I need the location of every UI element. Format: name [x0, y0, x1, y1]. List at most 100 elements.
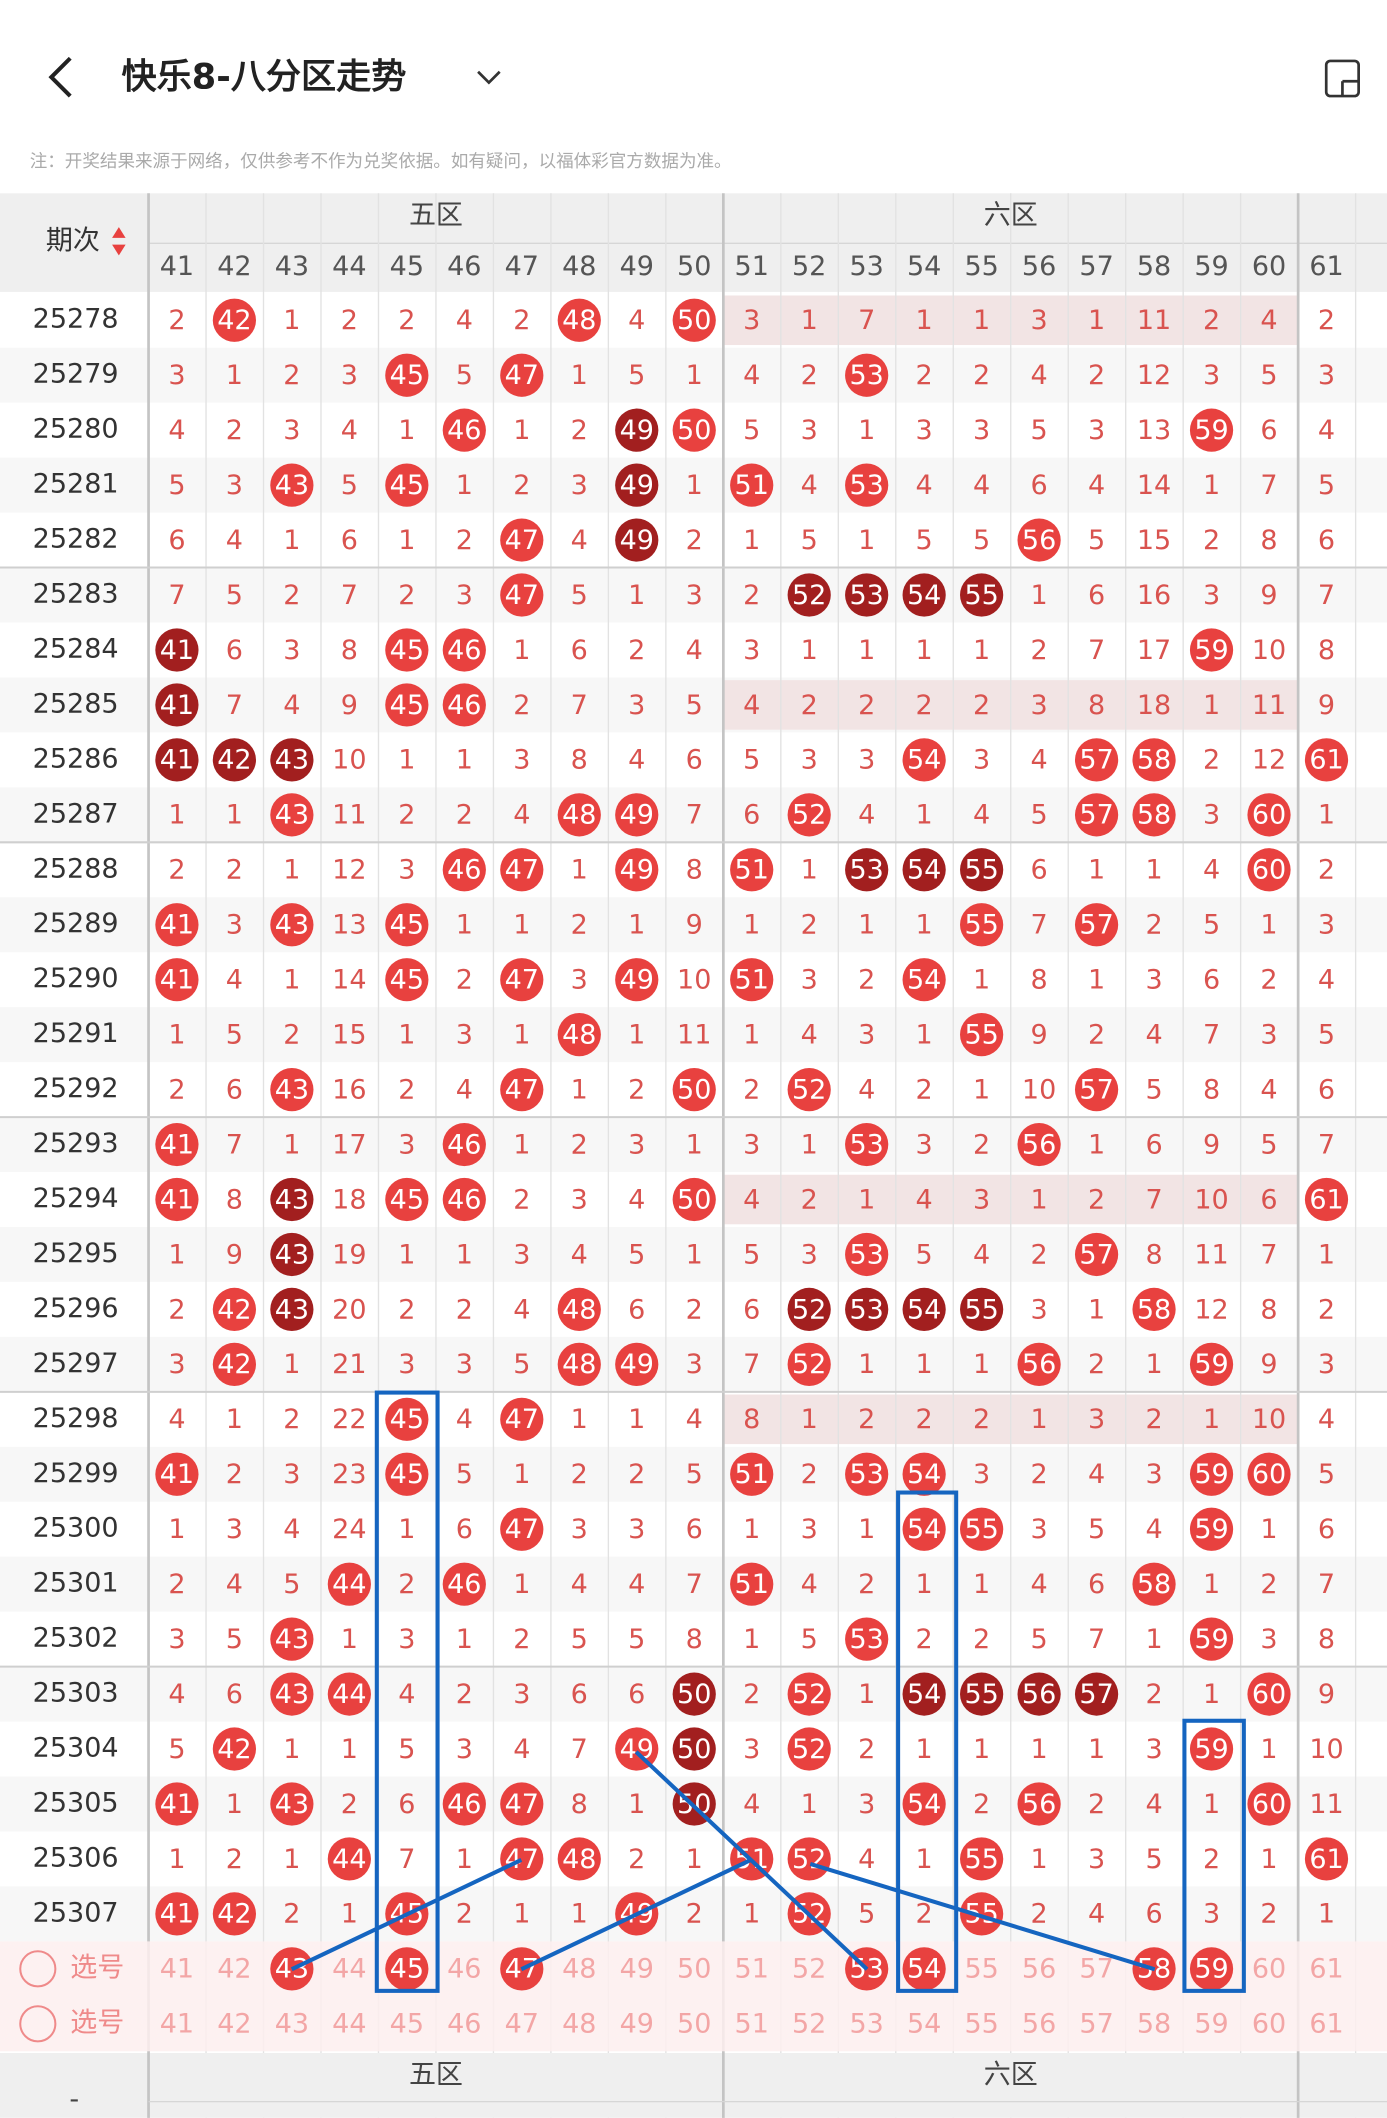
- select-number[interactable]: 54: [907, 1954, 941, 1985]
- select-number[interactable]: 51: [735, 2009, 769, 2040]
- omission-count: 1: [916, 1349, 933, 1380]
- ball: [615, 1342, 659, 1386]
- omission-count: 2: [456, 965, 473, 996]
- ball-number: 54: [907, 745, 941, 776]
- ball-number: 41: [160, 965, 194, 996]
- ball-number: 55: [964, 1844, 998, 1875]
- omission-count: 3: [1260, 1624, 1277, 1655]
- select-number[interactable]: 46: [447, 2009, 481, 2040]
- select-number[interactable]: 61: [1309, 2009, 1343, 2040]
- omission-count: 2: [168, 1294, 185, 1325]
- ball: [385, 1397, 429, 1441]
- ball-number: 51: [735, 965, 769, 996]
- select-number[interactable]: 44: [332, 2009, 366, 2040]
- omission-count: 4: [1088, 1899, 1105, 1930]
- back-button[interactable]: [48, 56, 72, 98]
- select-number[interactable]: 55: [964, 2009, 998, 2040]
- select-radio[interactable]: [19, 2005, 57, 2043]
- omission-count: 3: [1318, 910, 1335, 941]
- select-number[interactable]: 50: [677, 1954, 711, 1985]
- ball: [787, 793, 831, 837]
- ball-number: 51: [735, 1459, 769, 1490]
- select-number[interactable]: 47: [505, 2009, 539, 2040]
- select-number[interactable]: 53: [849, 2009, 883, 2040]
- omission-count: 1: [1260, 1734, 1277, 1765]
- ball-number: 43: [275, 1624, 309, 1655]
- select-number[interactable]: 59: [1194, 1954, 1228, 1985]
- omission-count: 5: [1203, 910, 1220, 941]
- select-number[interactable]: 57: [1079, 2009, 1113, 2040]
- omission-count: 2: [456, 1679, 473, 1710]
- ball-number: 57: [1079, 745, 1113, 776]
- omission-count: 3: [571, 965, 588, 996]
- select-label: 选号: [70, 1952, 124, 1983]
- omission-count: 7: [1145, 1184, 1162, 1215]
- select-number[interactable]: 52: [792, 1954, 826, 1985]
- omission-count: 1: [1318, 1899, 1335, 1930]
- ball: [155, 903, 199, 947]
- select-number[interactable]: 49: [620, 2009, 654, 2040]
- ball: [845, 848, 889, 892]
- select-number[interactable]: 44: [332, 1954, 366, 1985]
- period: 25305: [33, 1787, 119, 1818]
- select-number[interactable]: 61: [1309, 1954, 1343, 1985]
- omission-count: 3: [628, 1514, 645, 1545]
- omission-count: 1: [916, 1020, 933, 1051]
- select-number[interactable]: 58: [1137, 2009, 1171, 2040]
- select-number[interactable]: 50: [677, 2009, 711, 2040]
- dropdown[interactable]: [477, 70, 501, 85]
- ball: [1074, 793, 1119, 837]
- select-number[interactable]: 48: [562, 2009, 596, 2040]
- omission-count: 22: [332, 1404, 366, 1435]
- omission-count: 3: [858, 745, 875, 776]
- ball-number: 49: [620, 855, 654, 886]
- period: 25301: [33, 1568, 119, 1599]
- ball: [1017, 1782, 1061, 1826]
- select-number[interactable]: 41: [160, 2009, 194, 2040]
- select-number[interactable]: 41: [160, 1954, 194, 1985]
- ball-number: 46: [447, 1184, 481, 1215]
- select-number[interactable]: 46: [447, 1954, 481, 1985]
- select-number[interactable]: 57: [1079, 1954, 1113, 1985]
- row-bg: [0, 457, 1387, 513]
- select-number[interactable]: 51: [735, 1954, 769, 1985]
- omission-count: 1: [858, 415, 875, 446]
- select-radio[interactable]: [19, 1950, 57, 1988]
- select-number[interactable]: 49: [620, 1954, 654, 1985]
- select-number[interactable]: 45: [390, 1954, 424, 1985]
- rotate-icon[interactable]: [1324, 59, 1360, 98]
- omission-count: 1: [686, 1129, 703, 1160]
- omission-count: 2: [1203, 1844, 1220, 1875]
- omission-count: 6: [1318, 1514, 1335, 1545]
- ball-number: 52: [792, 1734, 826, 1765]
- select-number[interactable]: 45: [390, 2009, 424, 2040]
- ball: [212, 1342, 257, 1386]
- select-number[interactable]: 52: [792, 2009, 826, 2040]
- select-number[interactable]: 55: [964, 1954, 998, 1985]
- select-number[interactable]: 42: [217, 1954, 251, 1985]
- omission-count: 2: [628, 635, 645, 666]
- ball-number: 59: [1194, 1459, 1228, 1490]
- omission-count: 5: [1088, 525, 1105, 556]
- select-number[interactable]: 56: [1022, 1954, 1056, 1985]
- select-number[interactable]: 59: [1194, 2009, 1228, 2040]
- select-number[interactable]: 60: [1252, 1954, 1286, 1985]
- omission-count: 4: [513, 1294, 530, 1325]
- omission-count: 7: [1260, 470, 1277, 501]
- select-number[interactable]: 42: [217, 2009, 251, 2040]
- omission-count: 4: [571, 1569, 588, 1600]
- omission-count: 10: [677, 965, 711, 996]
- ball-number: 42: [217, 1734, 251, 1765]
- select-number[interactable]: 48: [562, 1954, 596, 1985]
- omission-count: 5: [226, 1020, 243, 1051]
- select-number[interactable]: 54: [907, 2009, 941, 2040]
- omission-count: 6: [1318, 1074, 1335, 1105]
- omission-count: 8: [341, 635, 358, 666]
- select-number[interactable]: 56: [1022, 2009, 1056, 2040]
- omission-count: 1: [973, 305, 990, 336]
- select-number[interactable]: 43: [275, 2009, 309, 2040]
- period: 25281: [33, 469, 119, 500]
- select-number[interactable]: 60: [1252, 2009, 1286, 2040]
- omission-count: 2: [283, 1020, 300, 1051]
- omission-count: 2: [226, 855, 243, 886]
